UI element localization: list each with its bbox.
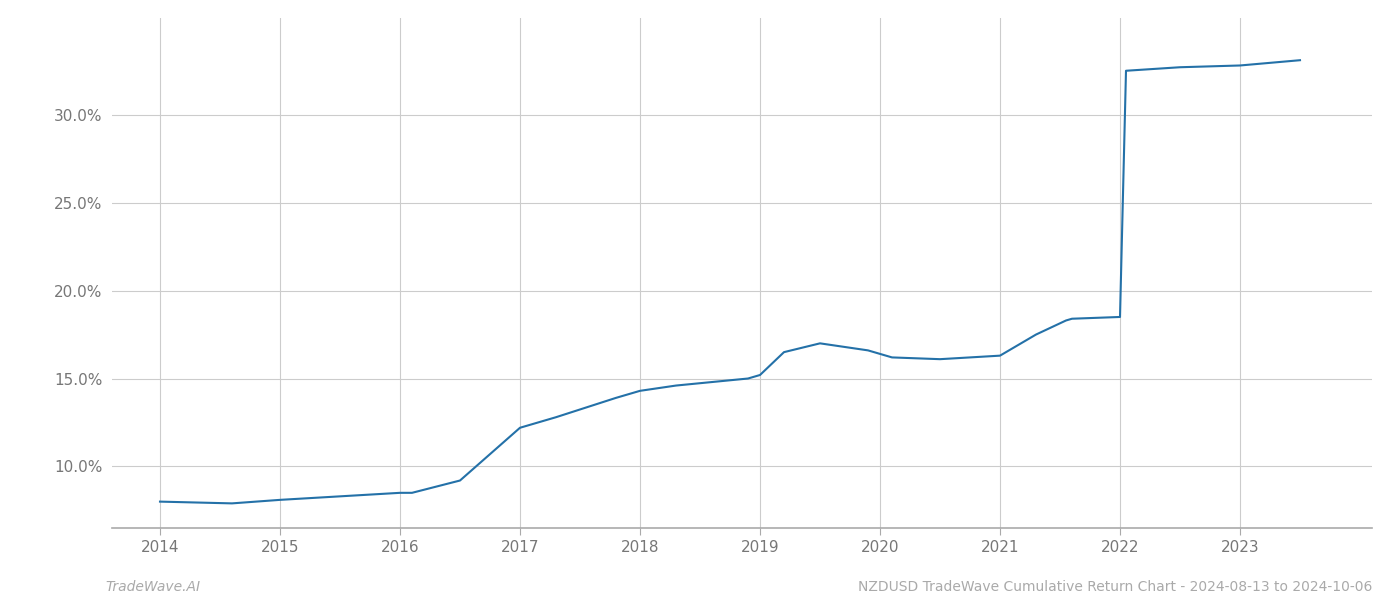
Text: NZDUSD TradeWave Cumulative Return Chart - 2024-08-13 to 2024-10-06: NZDUSD TradeWave Cumulative Return Chart… (858, 580, 1372, 594)
Text: TradeWave.AI: TradeWave.AI (105, 580, 200, 594)
